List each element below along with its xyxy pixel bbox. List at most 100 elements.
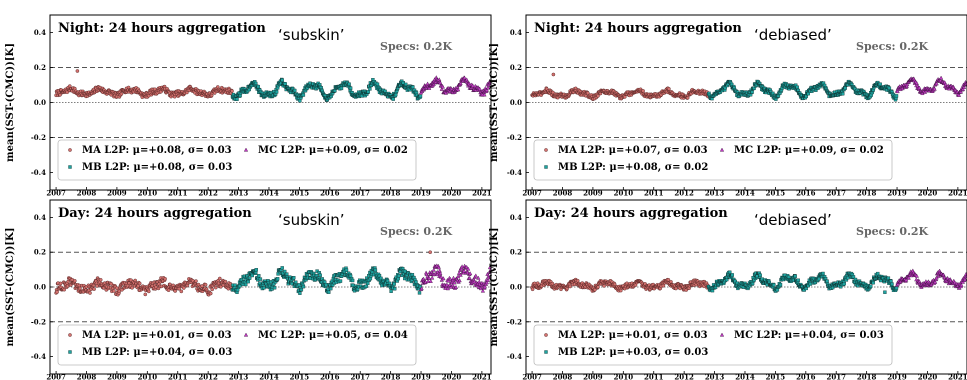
data-point	[961, 84, 967, 89]
y-tick-label: 0.4	[34, 28, 46, 37]
x-tick-label: 2018	[857, 189, 877, 198]
data-point	[894, 286, 899, 290]
legend: MA L2P: μ=+0.01, σ= 0.03 MB L2P: μ=+0.04,…	[57, 324, 417, 366]
outlier-point	[75, 69, 80, 73]
data-point	[292, 276, 296, 280]
data-point	[375, 82, 380, 86]
x-tick-label: 2019	[411, 373, 431, 380]
data-point	[894, 94, 899, 98]
panel-annotation: ‘debiased’	[754, 211, 832, 229]
legend-item-MB: MB L2P: μ=+0.04, σ= 0.03	[68, 347, 232, 358]
data-point	[462, 75, 467, 80]
data-point	[445, 286, 450, 291]
data-point	[960, 86, 965, 91]
data-points	[54, 69, 491, 103]
data-point	[869, 284, 873, 288]
x-tick-label: 2007	[46, 189, 66, 198]
legend-marker-MB	[544, 165, 548, 169]
x-tick-label: 2009	[583, 189, 603, 198]
y-tick-label: 0.0	[34, 283, 46, 292]
y-tick-label: -0.4	[31, 352, 46, 361]
series-MB	[230, 77, 423, 103]
data-point	[466, 266, 471, 271]
x-tick-label: 2019	[887, 189, 907, 198]
legend-label-MA: MA L2P: μ=+0.01, σ= 0.03	[558, 330, 708, 341]
x-tick-label: 2009	[107, 373, 127, 380]
data-point	[285, 272, 289, 276]
data-point	[842, 282, 846, 286]
panel-title: Night: 24 hours aggregation	[534, 21, 742, 36]
data-point	[368, 87, 372, 91]
data-point	[214, 285, 218, 290]
data-point	[318, 273, 322, 277]
data-point	[473, 273, 478, 278]
legend-label-MC: MC L2P: μ=+0.09, σ= 0.02	[734, 145, 884, 156]
data-point	[98, 278, 103, 282]
specs-label: Specs: 0.2K	[380, 40, 453, 53]
x-tick-label: 2012	[198, 373, 218, 380]
x-tick-label: 2021	[948, 189, 967, 198]
data-point	[283, 82, 287, 86]
legend-marker-MA	[544, 148, 548, 152]
series-MC	[418, 263, 491, 293]
data-point	[435, 272, 440, 277]
data-point	[55, 290, 59, 294]
legend-label-MB: MB L2P: μ=+0.08, σ= 0.02	[558, 162, 708, 173]
data-point	[373, 268, 378, 272]
data-point	[602, 284, 606, 288]
x-tick-label: 2021	[472, 373, 492, 380]
data-point	[904, 84, 909, 88]
data-point	[391, 97, 395, 101]
legend-label-MB: MB L2P: μ=+0.04, σ= 0.03	[82, 347, 232, 358]
data-point	[878, 82, 882, 86]
data-point	[959, 282, 964, 287]
data-point	[427, 85, 432, 90]
chart-panel-4: 0.4 0.2 0.0 -0.2 -0.4 2007 2008 2009 2010 2011 201…	[489, 199, 967, 380]
legend-item-MA: MA L2P: μ=+0.01, σ= 0.03	[544, 330, 708, 341]
x-tick-label: 2008	[77, 373, 97, 380]
data-point	[348, 86, 353, 90]
y-axis-label: mean(SST-(CMC))[K]	[489, 228, 500, 347]
x-tick-label: 2013	[229, 189, 249, 198]
legend-item-MB: MB L2P: μ=+0.03, σ= 0.03	[544, 347, 708, 358]
data-point	[633, 283, 638, 287]
data-point	[586, 91, 590, 95]
data-point	[58, 93, 62, 97]
legend-label-MC: MC L2P: μ=+0.05, σ= 0.04	[258, 330, 408, 341]
data-point	[456, 87, 461, 92]
data-point	[775, 288, 780, 292]
data-point	[78, 286, 82, 291]
data-point	[293, 88, 297, 93]
data-point	[457, 278, 462, 283]
y-axis-label: mean(SST-(CMC))[K]	[5, 228, 16, 347]
data-point	[825, 279, 829, 283]
legend-box	[57, 139, 417, 181]
data-point	[404, 82, 408, 87]
data-point	[450, 283, 455, 287]
data-point	[451, 275, 456, 280]
data-point	[366, 281, 370, 286]
y-tick-label: -0.4	[31, 168, 46, 177]
x-tick-label: 2008	[77, 189, 97, 198]
data-points	[54, 250, 491, 297]
y-tick-label: -0.4	[507, 168, 522, 177]
data-point	[339, 86, 344, 91]
x-tick-label: 2019	[887, 373, 907, 380]
data-points	[530, 72, 967, 102]
data-point	[551, 90, 555, 95]
legend-item-MC: MC L2P: μ=+0.09, σ= 0.02	[719, 145, 884, 156]
x-tick-label: 2015	[766, 373, 786, 380]
data-point	[750, 90, 754, 94]
legend-marker-MC	[243, 332, 249, 337]
legend-label-MB: MB L2P: μ=+0.03, σ= 0.03	[558, 347, 708, 358]
data-point	[327, 290, 331, 294]
data-point	[808, 282, 813, 286]
legend-marker-MA	[68, 148, 72, 152]
x-tick-label: 2015	[290, 189, 310, 198]
data-point	[344, 268, 349, 272]
chart-panel-3: 0.4 0.2 0.0 -0.2 -0.4 2007 2008 2009 2010 2011 201…	[5, 199, 492, 380]
data-point	[200, 284, 204, 288]
panel-title: Night: 24 hours aggregation	[58, 21, 266, 36]
x-tick-label: 2020	[918, 373, 938, 380]
specs-label: Specs: 0.2K	[856, 225, 929, 238]
